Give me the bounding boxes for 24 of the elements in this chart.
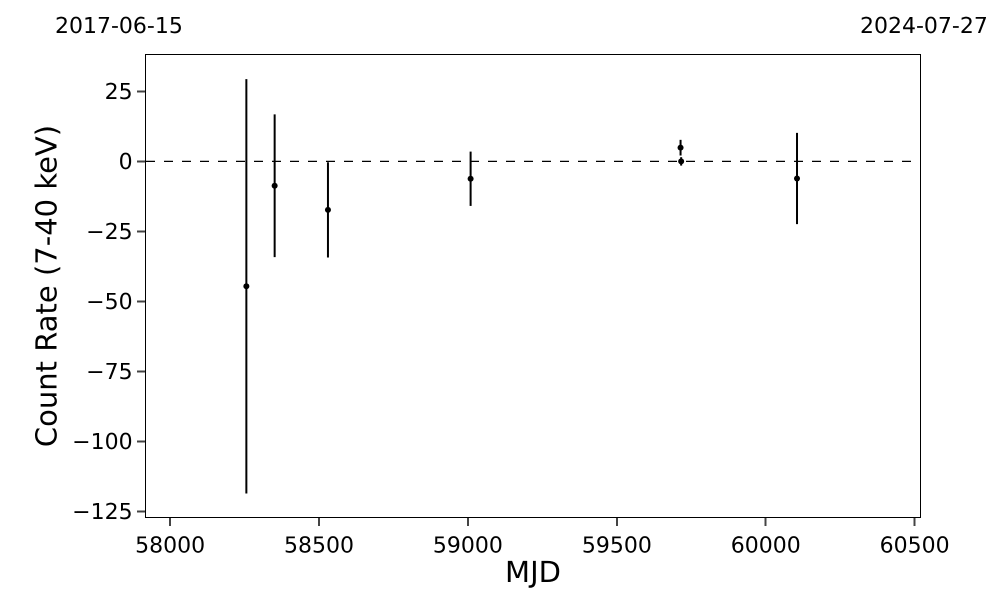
- x-tick-label: 58500: [284, 533, 354, 558]
- x-tick-label: 59000: [432, 533, 503, 558]
- y-tick-label: −100: [72, 430, 133, 456]
- x-tick-label: 58000: [135, 533, 206, 558]
- point: [678, 158, 684, 164]
- x-tick-label: 59500: [582, 533, 652, 558]
- x-tick-label: 60000: [730, 533, 801, 558]
- y-tick-label: 0: [118, 150, 133, 176]
- text: 2024-07-27: [860, 14, 988, 39]
- point: [243, 283, 250, 290]
- point: [468, 176, 474, 182]
- point: [678, 144, 684, 151]
- point: [272, 182, 278, 189]
- y-tick-label: −125: [72, 500, 133, 526]
- y-axis-title: Count Rate (7-40 keV): [30, 124, 64, 448]
- y-tick-label: −50: [86, 290, 133, 316]
- y-tick-label: −75: [86, 360, 133, 386]
- point: [324, 206, 331, 213]
- y-tick-label: 25: [104, 80, 133, 106]
- x-axis-title: MJD: [505, 555, 561, 590]
- x-tick-label: 60500: [880, 533, 950, 558]
- text: 2017-06-15: [55, 14, 183, 39]
- y-tick-label: −25: [86, 220, 133, 246]
- point: [794, 175, 800, 182]
